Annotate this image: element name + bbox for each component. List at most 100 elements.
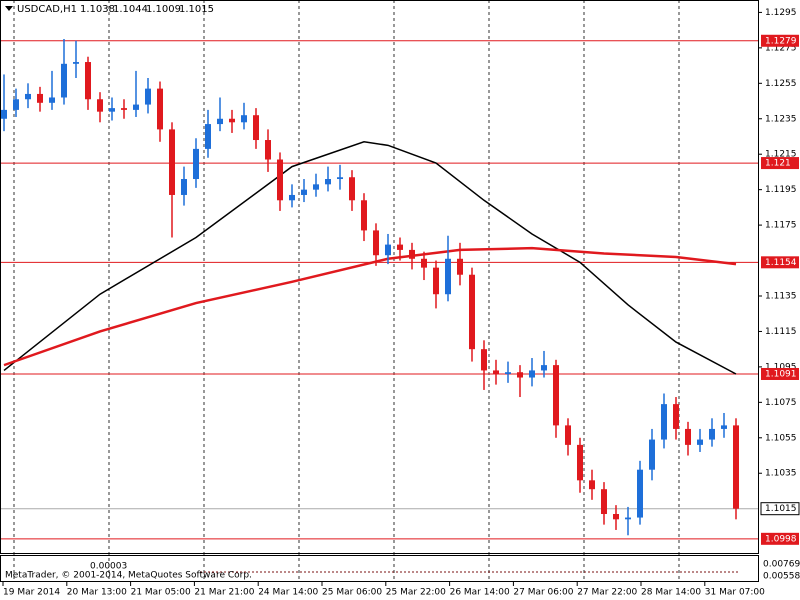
x-tick-label: 21 Mar 05:00 (131, 588, 191, 598)
candle-body (673, 404, 679, 429)
quote-low: 1.1009 (146, 4, 181, 15)
candle-body (733, 425, 739, 509)
candle-body (265, 140, 271, 160)
y-tick-label: 1.1295 (765, 8, 797, 18)
x-tick-label: 25 Mar 06:00 (322, 588, 382, 598)
level-label: 1.121 (765, 159, 791, 169)
level-label: 1.1279 (765, 36, 797, 46)
indicator-tick: 0.00558 (763, 572, 800, 582)
y-tick-label: 1.1035 (765, 469, 797, 479)
y-tick-label: 1.1135 (765, 291, 797, 301)
candle-body (337, 177, 343, 180)
level-label-box (761, 367, 799, 380)
footer: MetaTrader, © 2001-2014, MetaQuotes Soft… (5, 571, 252, 581)
candle-body (361, 200, 367, 231)
y-tick-label: 1.1255 (765, 79, 797, 89)
y-tick-label: 1.1215 (765, 150, 797, 160)
candle-body (25, 93, 31, 100)
candle-body (517, 372, 523, 378)
y-tick-label: 1.1055 (765, 433, 797, 443)
candle-body (613, 514, 619, 520)
candle-body (445, 258, 451, 295)
candle-body (709, 428, 715, 440)
level-label: 1.0998 (765, 534, 797, 544)
candle-body (397, 244, 403, 250)
bid-label-box (760, 502, 800, 516)
candle-body (13, 99, 19, 110)
candle-body (73, 62, 79, 64)
level-label-box (761, 157, 799, 170)
candle-body (37, 93, 43, 103)
x-tick-label: 20 Mar 13:00 (67, 588, 127, 598)
candle-body (85, 62, 91, 100)
candle-body (577, 444, 583, 481)
candle-body (481, 349, 487, 371)
candle-body (325, 179, 331, 185)
level-label: 1.1091 (765, 369, 797, 379)
candle-body (217, 118, 223, 125)
quote-close: 1.1015 (179, 4, 214, 15)
candle-body (49, 97, 55, 103)
x-tick-label: 19 Mar 2014 (3, 588, 60, 598)
candle-body (169, 129, 175, 195)
moving-average (3, 141, 737, 375)
x-tick-label: 24 Mar 14:00 (258, 588, 318, 598)
candle-body (505, 372, 511, 374)
candle-body (109, 108, 115, 112)
candle-body (457, 258, 463, 275)
x-tick-label: 31 Mar 07:00 (705, 588, 765, 598)
candle-body (661, 404, 667, 440)
candle-body (373, 230, 379, 256)
candle-body (553, 365, 559, 426)
candle-body (625, 517, 631, 520)
candle-body (529, 370, 535, 378)
candle-body (121, 108, 127, 110)
candle-body (637, 469, 643, 518)
candle-body (493, 370, 499, 374)
candle-body (565, 425, 571, 445)
bid-label: 1.1015 (765, 504, 797, 514)
candle-body (349, 177, 355, 201)
x-tick-label: 21 Mar 21:00 (194, 588, 254, 598)
indicator-tick: 0.00769 (763, 560, 800, 570)
candle-body (241, 115, 247, 123)
x-tick-label: 27 Mar 06:00 (513, 588, 573, 598)
candle-body (145, 88, 151, 105)
x-tick-label: 28 Mar 14:00 (641, 588, 701, 598)
candle-body (253, 115, 259, 141)
candle-body (433, 267, 439, 295)
candle-body (181, 179, 187, 195)
candle-body (61, 63, 67, 98)
candle-body (301, 189, 307, 195)
x-tick-label: 25 Mar 22:00 (386, 588, 446, 598)
y-tick-label: 1.1175 (765, 221, 797, 231)
level-label-box (761, 256, 799, 269)
candle-body (601, 489, 607, 515)
candle-body (697, 439, 703, 445)
quote-high: 1.1044 (113, 4, 148, 15)
candle-body (721, 425, 727, 429)
candle-body (649, 439, 655, 470)
y-tick-label: 1.1235 (765, 114, 797, 124)
level-label-box (761, 532, 799, 545)
menu-arrow[interactable] (5, 6, 13, 11)
candle-body (289, 194, 295, 201)
candle-body (409, 249, 415, 259)
candle-body (97, 99, 103, 112)
candle-body (685, 428, 691, 445)
candle-body (541, 365, 547, 371)
y-tick-label: 1.1095 (765, 362, 797, 372)
candle-body (229, 118, 235, 123)
candle-body (469, 274, 475, 350)
candle-body (157, 88, 163, 130)
y-tick-label: 1.1275 (765, 43, 797, 53)
candle-body (313, 184, 319, 190)
candle-body (421, 258, 427, 268)
y-tick-label: 1.1075 (765, 398, 797, 408)
symbol: USDCAD,H1 (17, 4, 77, 15)
candle-body (589, 480, 595, 490)
x-tick-label: 27 Mar 22:00 (577, 588, 637, 598)
indicator-label: 0.00003 (90, 562, 127, 572)
candle-body (1, 109, 7, 119)
